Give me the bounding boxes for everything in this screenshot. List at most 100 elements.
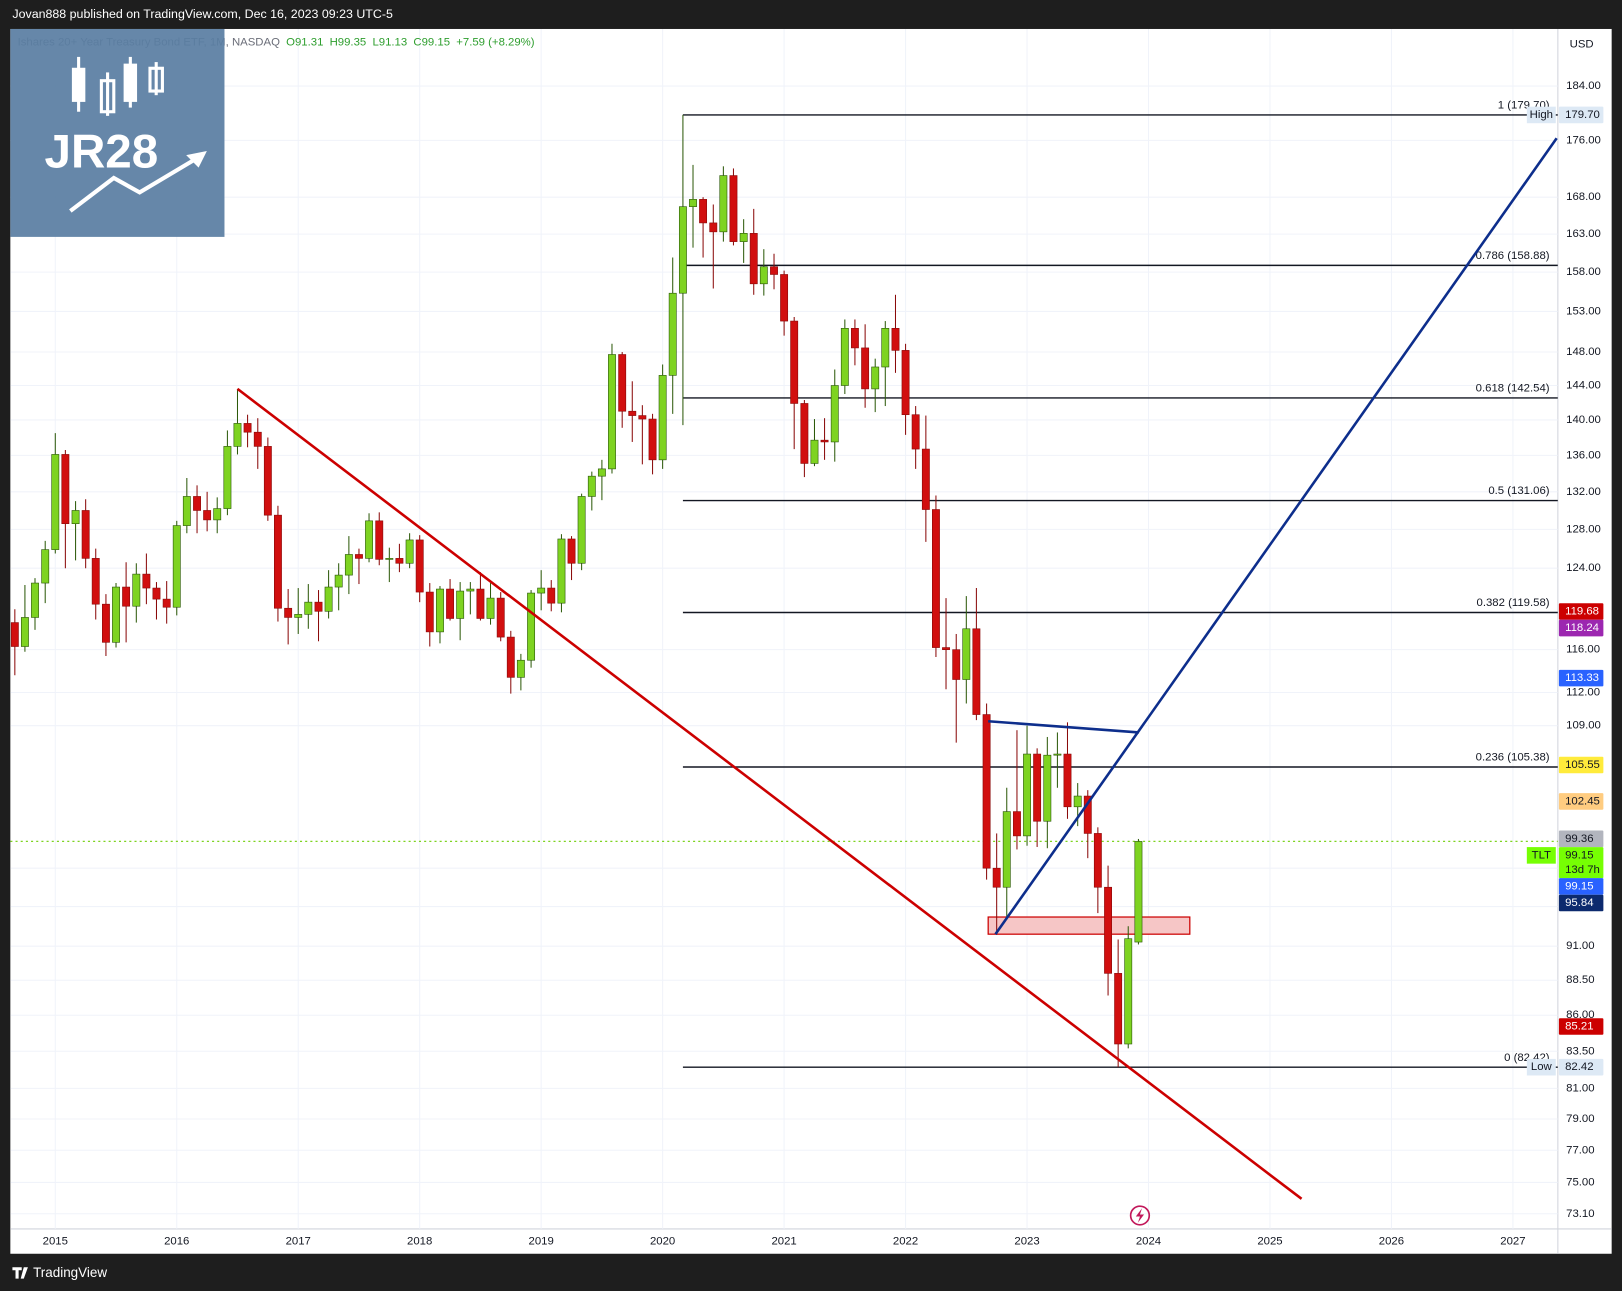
price-tag-name: High xyxy=(1530,109,1553,121)
candle-body xyxy=(102,603,110,643)
y-tick-label: 77.00 xyxy=(1566,1144,1594,1156)
price-tag-name-box xyxy=(1526,106,1556,124)
candle-body xyxy=(911,414,920,450)
candle-body xyxy=(587,475,596,497)
candle-body xyxy=(658,375,667,461)
candle-body xyxy=(132,573,141,607)
y-tick-label: 79.00 xyxy=(1566,1113,1594,1125)
candle-body xyxy=(668,292,677,376)
candle-body xyxy=(314,601,323,612)
axes-layer: 184.00 176.00 168.00 163.00 158.00 153.00 148.… xyxy=(43,80,1604,1247)
candle-body xyxy=(608,354,616,470)
candle-body xyxy=(557,538,566,604)
candle-body xyxy=(810,439,819,464)
candle-body xyxy=(304,601,313,615)
price-tag-label: 99.15 xyxy=(1565,880,1593,892)
price-tag xyxy=(1558,894,1604,912)
candle-body xyxy=(182,496,191,526)
candle-body xyxy=(881,328,890,368)
candle-body xyxy=(112,586,120,643)
candle-body xyxy=(31,582,39,618)
candle-body xyxy=(739,233,748,242)
fib-label: 0.786 (158.88) xyxy=(1476,250,1550,262)
y-tick-label: 184.00 xyxy=(1566,80,1601,92)
price-tag xyxy=(1558,878,1604,895)
y-tick-label: 144.00 xyxy=(1566,380,1601,392)
candle-body xyxy=(344,554,353,576)
candle-body xyxy=(233,423,242,447)
candle-body xyxy=(466,588,475,592)
candle-body xyxy=(284,607,293,618)
price-tag-name-box xyxy=(1526,847,1556,864)
trendline xyxy=(236,387,1303,1200)
fib-label: 0.236 (105.38) xyxy=(1476,752,1550,764)
candle-body xyxy=(597,468,606,477)
price-tag-label: 113.33 xyxy=(1565,672,1599,684)
price-tag-name: TLT xyxy=(1532,849,1551,861)
candle-body xyxy=(709,222,718,233)
candle-body xyxy=(729,175,738,242)
candle-body xyxy=(516,659,525,678)
candle-body xyxy=(203,510,212,521)
grid-layer xyxy=(10,28,1558,1229)
y-tick-label: 136.00 xyxy=(1566,449,1601,461)
logo-arrowhead xyxy=(186,151,207,168)
candle-body xyxy=(415,539,424,593)
logo-arrow xyxy=(69,155,200,213)
y-tick-label: 168.00 xyxy=(1566,191,1601,203)
footer-logo xyxy=(12,1267,28,1279)
candle-body xyxy=(901,350,910,416)
price-tag-label: 105.55 xyxy=(1565,759,1600,771)
price-tag-countdown: 13d 7h xyxy=(1565,864,1600,876)
x-tick-label: 2017 xyxy=(286,1235,311,1247)
candle-body xyxy=(537,587,546,594)
candle-body xyxy=(1023,753,1031,837)
y-tick-label: 124.00 xyxy=(1566,562,1601,574)
x-tick-label: 2024 xyxy=(1136,1235,1161,1247)
candle-body xyxy=(527,592,536,661)
candle-body xyxy=(385,558,394,560)
price-tag-label: 118.24 xyxy=(1565,622,1599,634)
price-tag xyxy=(1558,793,1604,810)
candle-body xyxy=(547,587,556,604)
candle-body xyxy=(172,525,181,608)
ohlc-high: H99.35 xyxy=(330,36,367,48)
candle-body xyxy=(1043,754,1052,822)
footer-brand: TradingView xyxy=(33,1265,107,1280)
alert-icon[interactable] xyxy=(1129,1205,1151,1226)
y-tick-label: 153.00 xyxy=(1566,305,1601,317)
logo-box xyxy=(10,28,225,237)
candle-body xyxy=(1053,753,1062,756)
candle-body xyxy=(891,328,900,351)
y-tick-label: 128.00 xyxy=(1566,523,1601,535)
price-tag-label: 82.42 xyxy=(1565,1061,1593,1073)
candle-body xyxy=(395,558,404,564)
x-tick-label: 2027 xyxy=(1500,1235,1525,1247)
candle-body xyxy=(334,574,343,588)
y-tick-label: 163.00 xyxy=(1566,228,1601,240)
candle-body xyxy=(567,538,576,564)
candle-body xyxy=(921,448,930,510)
x-tick-label: 2023 xyxy=(1014,1235,1039,1247)
watermark-logo: JR28 xyxy=(10,28,225,237)
price-tag xyxy=(1558,669,1604,687)
candle-body xyxy=(678,206,687,294)
candle-body xyxy=(972,628,981,715)
candle-body xyxy=(982,714,991,869)
candle-body xyxy=(1104,886,1112,974)
y-tick-label: 112.00 xyxy=(1566,687,1600,699)
x-tick-label: 2018 xyxy=(407,1235,432,1247)
price-tag xyxy=(1558,619,1604,637)
candle-body xyxy=(162,598,171,608)
candle-body xyxy=(638,415,647,420)
candle-body xyxy=(648,418,657,461)
candle-body xyxy=(790,320,799,404)
candle-body xyxy=(476,588,485,619)
x-tick-label: 2015 xyxy=(43,1235,68,1247)
candle-body xyxy=(243,423,252,433)
candle-body xyxy=(1124,938,1133,1045)
y-tick-label: 73.10 xyxy=(1566,1208,1594,1220)
candle-body xyxy=(122,586,131,607)
price-tag-name-box xyxy=(1526,1058,1556,1076)
